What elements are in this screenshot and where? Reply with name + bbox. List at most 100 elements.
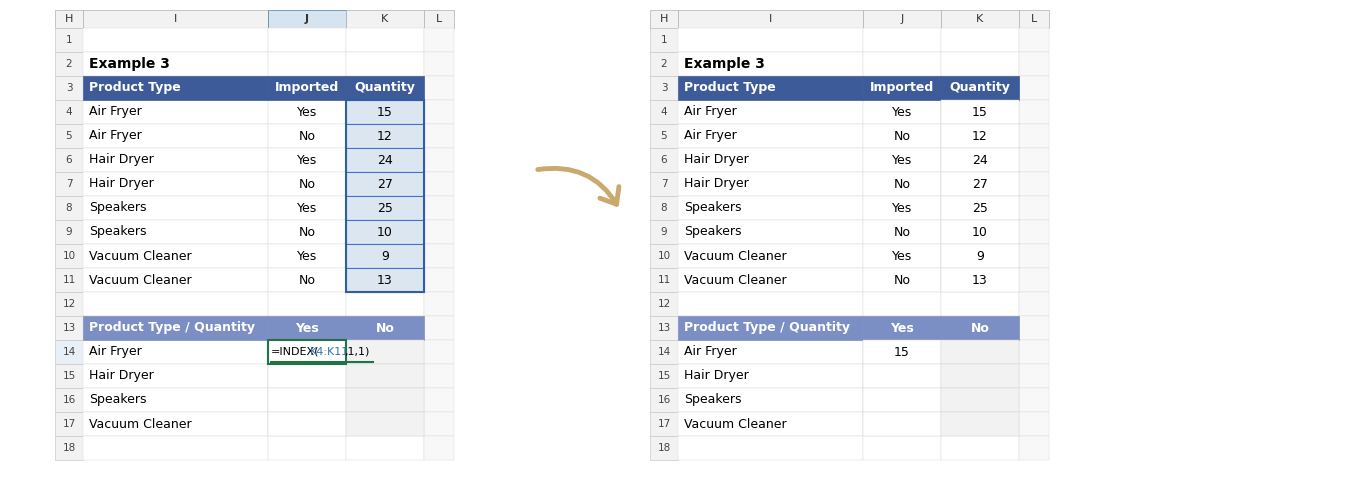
Bar (268, 412, 346, 436)
Bar (346, 52, 425, 76)
Bar (940, 412, 1019, 436)
Bar (425, 244, 455, 268)
Bar (54, 148, 83, 172)
Bar (268, 124, 346, 148)
Bar (863, 364, 940, 388)
Bar (678, 436, 863, 460)
Bar (54, 76, 83, 100)
Bar (54, 436, 83, 460)
Bar (651, 124, 678, 148)
Bar (863, 388, 940, 412)
Text: 16: 16 (63, 395, 76, 405)
Text: 11: 11 (657, 275, 671, 285)
Bar (863, 340, 940, 364)
Text: Imported: Imported (870, 81, 934, 95)
Bar (651, 76, 678, 100)
Bar (83, 388, 268, 412)
Bar (940, 220, 1019, 244)
Bar (1019, 172, 1049, 196)
Bar (1019, 364, 1049, 388)
Text: 15: 15 (894, 346, 911, 358)
Text: 13: 13 (377, 274, 393, 286)
Bar (346, 196, 425, 220)
Text: 2: 2 (660, 59, 667, 69)
Bar (54, 292, 83, 316)
Bar (863, 28, 940, 52)
Bar (651, 196, 678, 220)
Text: Speakers: Speakers (88, 225, 147, 239)
Text: Speakers: Speakers (88, 393, 147, 407)
Bar (83, 364, 268, 388)
Bar (863, 124, 940, 148)
Bar (863, 220, 940, 244)
Bar (54, 268, 83, 292)
Text: Speakers: Speakers (685, 202, 742, 214)
Bar (425, 52, 455, 76)
Bar (268, 340, 346, 364)
Bar (425, 172, 455, 196)
Text: Yes: Yes (295, 321, 318, 334)
Text: L: L (1030, 14, 1037, 24)
Bar (346, 148, 425, 172)
Text: 13: 13 (63, 323, 76, 333)
Bar (425, 100, 455, 124)
Bar (940, 100, 1019, 124)
Bar (863, 52, 940, 76)
Text: J: J (901, 14, 904, 24)
FancyArrowPatch shape (538, 168, 619, 204)
Bar (863, 244, 940, 268)
Text: 25: 25 (972, 202, 988, 214)
Bar (678, 364, 863, 388)
Text: No: No (298, 225, 316, 239)
Bar (346, 196, 425, 220)
Bar (346, 364, 425, 388)
Bar (425, 292, 455, 316)
Bar (83, 52, 268, 76)
Bar (346, 100, 425, 124)
Bar (83, 244, 268, 268)
Bar (1019, 268, 1049, 292)
Text: Yes: Yes (891, 153, 912, 167)
Bar (83, 316, 268, 340)
Bar (940, 52, 1019, 76)
Bar (678, 28, 863, 52)
Text: Air Fryer: Air Fryer (685, 346, 736, 358)
Bar (425, 388, 455, 412)
Bar (1019, 412, 1049, 436)
Bar (678, 124, 863, 148)
Bar (863, 196, 940, 220)
Bar (346, 436, 425, 460)
Text: Product Type / Quantity: Product Type / Quantity (685, 321, 851, 334)
Bar (425, 364, 455, 388)
Text: No: No (970, 321, 989, 334)
Text: 9: 9 (976, 249, 984, 262)
Bar (940, 10, 1019, 28)
Bar (940, 244, 1019, 268)
Bar (651, 316, 678, 340)
Bar (1019, 196, 1049, 220)
Bar (863, 172, 940, 196)
Bar (1019, 52, 1049, 76)
Bar (678, 412, 863, 436)
Bar (863, 316, 940, 340)
Bar (425, 196, 455, 220)
Text: Vacuum Cleaner: Vacuum Cleaner (685, 274, 787, 286)
Bar (863, 388, 940, 412)
Text: Yes: Yes (297, 249, 317, 262)
Bar (425, 220, 455, 244)
Text: 25: 25 (377, 202, 393, 214)
Bar (651, 268, 678, 292)
Bar (940, 340, 1019, 364)
Text: Hair Dryer: Hair Dryer (88, 369, 154, 383)
Bar (940, 340, 1019, 364)
Bar (678, 172, 863, 196)
Bar (651, 292, 678, 316)
Bar (863, 412, 940, 436)
Bar (54, 220, 83, 244)
Bar (863, 76, 940, 100)
Bar (1019, 220, 1049, 244)
Text: Vacuum Cleaner: Vacuum Cleaner (685, 249, 787, 262)
Bar (425, 340, 455, 364)
Text: 8: 8 (660, 203, 667, 213)
Bar (940, 148, 1019, 172)
